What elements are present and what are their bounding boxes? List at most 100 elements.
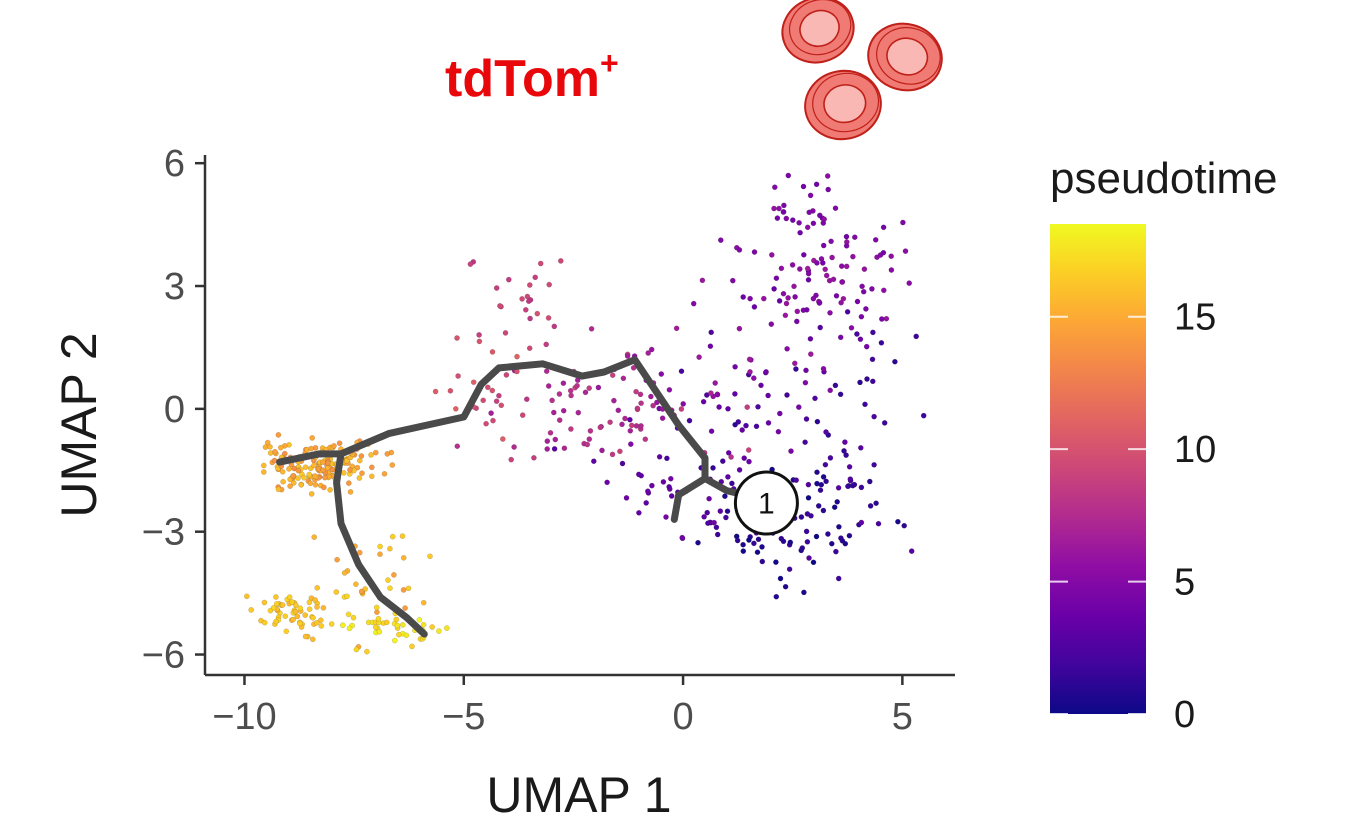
root-node-marker: 1 bbox=[733, 470, 799, 536]
cell-point bbox=[356, 457, 363, 464]
cell-point bbox=[279, 602, 286, 608]
cell-point bbox=[394, 622, 401, 629]
cell-point bbox=[740, 294, 747, 300]
cell-point bbox=[717, 508, 724, 514]
cell-point bbox=[794, 308, 801, 315]
cell-point bbox=[724, 508, 731, 515]
y-tick-label: 3 bbox=[164, 266, 185, 308]
cell-point bbox=[725, 474, 731, 480]
cell-point bbox=[287, 476, 293, 483]
cell-point bbox=[519, 412, 526, 418]
cell-point bbox=[802, 439, 808, 446]
cell-point bbox=[785, 295, 791, 301]
cell-point bbox=[544, 438, 551, 444]
cell-point bbox=[699, 277, 706, 284]
cell-point bbox=[552, 436, 559, 443]
cell-point bbox=[780, 290, 787, 297]
cell-point bbox=[312, 473, 318, 479]
y-tick-label: −6 bbox=[142, 635, 185, 677]
cell-point bbox=[842, 540, 849, 547]
cell-point bbox=[751, 249, 758, 255]
cell-point bbox=[895, 518, 901, 525]
cell-point bbox=[678, 406, 685, 412]
cell-point bbox=[637, 391, 644, 398]
cell-point bbox=[354, 464, 361, 471]
cell-point bbox=[420, 621, 427, 628]
cell-point bbox=[490, 417, 496, 424]
cell-point bbox=[888, 253, 895, 260]
cell-point bbox=[678, 368, 685, 375]
cell-point bbox=[854, 298, 861, 305]
cell-point bbox=[345, 480, 352, 486]
cell-point bbox=[746, 356, 753, 363]
cell-point bbox=[604, 479, 610, 486]
cell-point bbox=[869, 286, 875, 292]
cell-point bbox=[793, 366, 799, 372]
cell-point bbox=[798, 514, 805, 520]
legend-title: pseudotime bbox=[1050, 154, 1277, 203]
cell-point bbox=[701, 514, 707, 520]
cell-point bbox=[452, 405, 459, 412]
cell-point bbox=[838, 535, 844, 541]
cell-point bbox=[802, 379, 809, 386]
cell-point bbox=[833, 548, 839, 555]
legend-tick-label: 0 bbox=[1174, 694, 1195, 736]
cell-point bbox=[816, 300, 823, 306]
cell-shape bbox=[781, 0, 855, 64]
cell-point bbox=[820, 474, 827, 480]
cell-point bbox=[375, 615, 382, 622]
cell-point bbox=[273, 618, 279, 625]
cell-point bbox=[730, 277, 736, 284]
cell-point bbox=[720, 458, 726, 464]
cell-point bbox=[771, 205, 777, 212]
cell-point bbox=[619, 460, 626, 467]
cell-point bbox=[645, 350, 652, 356]
cell-point bbox=[780, 538, 787, 545]
cell-point bbox=[648, 346, 655, 353]
cell-point bbox=[526, 345, 533, 352]
cell-point bbox=[817, 212, 823, 219]
cell-point bbox=[575, 409, 582, 416]
cell-point bbox=[489, 349, 496, 355]
cell-point bbox=[736, 325, 743, 332]
cell-point bbox=[261, 599, 268, 606]
cell-point bbox=[847, 476, 854, 482]
cell-point bbox=[561, 445, 568, 452]
cell-point bbox=[794, 318, 800, 325]
cell-point bbox=[372, 624, 379, 631]
cell-point bbox=[792, 360, 798, 367]
cell-point bbox=[659, 415, 666, 422]
cell-point bbox=[797, 229, 803, 236]
cell-point bbox=[817, 487, 824, 494]
cell-point bbox=[867, 503, 874, 509]
cell-point bbox=[777, 410, 783, 417]
cell-cluster-icon bbox=[781, 0, 943, 141]
cell-point bbox=[718, 237, 724, 243]
cell-point bbox=[277, 444, 284, 451]
cell-point bbox=[524, 396, 530, 403]
cell-point bbox=[282, 613, 289, 620]
cell-point bbox=[892, 358, 898, 365]
cell-point bbox=[836, 524, 842, 530]
cell-point bbox=[560, 407, 567, 414]
cell-point bbox=[846, 532, 853, 539]
cell-point bbox=[814, 260, 820, 266]
cell-point bbox=[829, 254, 835, 261]
cell-point bbox=[755, 403, 761, 410]
cell-point bbox=[403, 632, 410, 639]
cell-point bbox=[744, 404, 751, 410]
cell-point bbox=[858, 313, 865, 320]
cell-point bbox=[873, 500, 879, 507]
cell-point bbox=[782, 312, 789, 319]
cell-point bbox=[623, 495, 630, 501]
cell-point bbox=[260, 469, 267, 475]
pseudotime-legend: pseudotime 0 5 10 15 bbox=[1050, 154, 1277, 736]
cell-point bbox=[389, 462, 396, 468]
cell-point bbox=[296, 620, 303, 627]
cell-point bbox=[805, 481, 812, 488]
cell-point bbox=[306, 606, 313, 613]
cell-point bbox=[773, 275, 780, 282]
cell-point bbox=[843, 263, 850, 270]
cell-point bbox=[834, 498, 841, 505]
cell-point bbox=[574, 382, 580, 389]
